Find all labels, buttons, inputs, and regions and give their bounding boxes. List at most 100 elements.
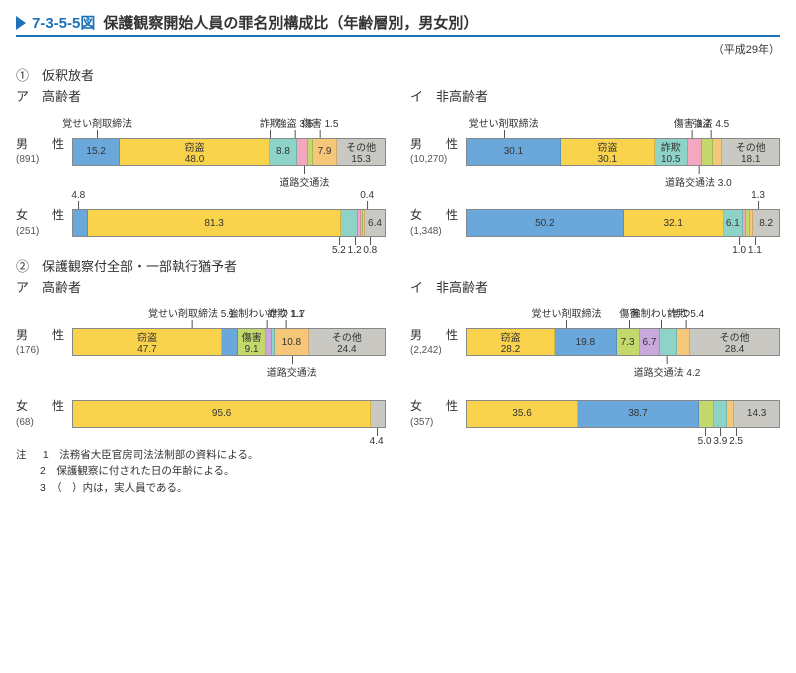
panel: イ 非高齢者男 性(2,242)覚せい剤取締法傷害強制わいせつ詐欺 5.4窃盗2… xyxy=(410,277,780,429)
stacked-bar: 窃盗47.7傷害9.110.8その他24.4 xyxy=(72,328,386,356)
stacked-bar: 15.2 窃盗48.0 8.8 7.9 その他15.3 xyxy=(72,138,386,166)
stacked-bar: 窃盗28.219.87.36.7その他28.4 xyxy=(466,328,780,356)
segment-label: 30.1 xyxy=(503,146,524,157)
bar-row: 男 性(891)覚せい剤取締法詐欺強盗 3.5傷害 1.515.2窃盗48.08… xyxy=(16,137,386,166)
segment-label: 窃盗48.0 xyxy=(184,139,206,165)
segment-other: 14.3 xyxy=(734,401,779,427)
bar-row: 男 性(10,270)覚せい剤取締法傷害 3.7強盗 4.530.1窃盗30.1… xyxy=(410,137,780,166)
bar-row: 女 性(357)35.638.714.35.03.92.5 xyxy=(410,399,780,428)
segment-label: 50.2 xyxy=(534,218,555,229)
chart-sections: ① 仮釈放者ア 高齢者男 性(891)覚せい剤取締法詐欺強盗 3.5傷害 1.5… xyxy=(16,65,780,429)
segment-label: 38.7 xyxy=(627,408,648,419)
bar-wrap: 覚せい剤取締法傷害 3.7強盗 4.530.1窃盗30.1詐欺10.5その他18… xyxy=(466,138,780,166)
row-label: 男 性(176) xyxy=(16,328,72,357)
segment-other: その他18.1 xyxy=(722,139,778,165)
segment-fraud: 8.8 xyxy=(270,139,297,165)
callouts-top: 覚せい剤取締法詐欺強盗 3.5傷害 1.5 xyxy=(72,110,386,138)
segment-other: 8.2 xyxy=(753,210,779,236)
callout: 1.3 xyxy=(751,190,765,201)
segment-stimulants: 50.2 xyxy=(467,210,624,236)
section-head: ① 仮釈放者 xyxy=(16,65,780,84)
notes-head: 注 xyxy=(16,447,40,464)
segment-other: その他28.4 xyxy=(690,329,779,355)
callout: 強盗 3.5 xyxy=(277,115,314,130)
segment-traffic: 7.9 xyxy=(313,139,338,165)
segment-theft: 95.6 xyxy=(73,401,371,427)
callout: 傷害 xyxy=(619,305,639,320)
callout: 覚せい剤取締法 xyxy=(531,305,601,320)
callout: 強盗 4.5 xyxy=(693,115,730,130)
callouts-top: 覚せい剤取締法傷害 3.7強盗 4.5 xyxy=(466,110,780,138)
bar-row: 男 性(2,242)覚せい剤取締法傷害強制わいせつ詐欺 5.4窃盗28.219.… xyxy=(410,328,780,357)
bar-row: 男 性(176)覚せい剤取締法 5.1強制わいせつ 1.7詐欺 1.1窃盗47.… xyxy=(16,328,386,357)
segment-theft: 窃盗47.7 xyxy=(73,329,222,355)
segment-label: 6.4 xyxy=(367,218,383,229)
segment-stimulants: 19.8 xyxy=(555,329,617,355)
callouts-top: 覚せい剤取締法 傷害強制わいせつ詐欺 5.4 xyxy=(466,300,780,328)
section: ① 仮釈放者ア 高齢者男 性(891)覚せい剤取締法詐欺強盗 3.5傷害 1.5… xyxy=(16,65,780,238)
callout: 道路交通法 3.0 xyxy=(665,174,732,189)
row-label: 女 性(1,348) xyxy=(410,208,466,237)
segment-label: 窃盗47.7 xyxy=(136,329,158,355)
segment-traffic xyxy=(677,329,690,355)
callouts-top: 4.80.4 xyxy=(72,181,386,209)
bar-wrap: 1.350.232.16.18.21.01.1 xyxy=(466,209,780,237)
stacked-bar: 81.3 6.4 xyxy=(72,209,386,237)
callout: 詐欺 5.4 xyxy=(667,305,704,320)
callouts-top: 覚せい剤取締法 5.1強制わいせつ 1.7詐欺 1.1 xyxy=(72,300,386,328)
segment-other xyxy=(371,401,385,427)
callout: 傷害 1.5 xyxy=(302,115,339,130)
bar-wrap: 4.80.481.36.45.21.20.8 xyxy=(72,209,386,237)
row-label: 男 性(2,242) xyxy=(410,328,466,357)
callout: 3.9 xyxy=(713,436,727,447)
panel-title: イ 非高齢者 xyxy=(410,86,780,105)
segment-fraud xyxy=(341,210,357,236)
bar-wrap: 覚せい剤取締法 5.1強制わいせつ 1.7詐欺 1.1窃盗47.7傷害9.110… xyxy=(72,328,386,356)
callout: 5.0 xyxy=(698,436,712,447)
stacked-bar: 30.1窃盗30.1詐欺10.5その他18.1 xyxy=(466,138,780,166)
callouts-bottom: 道路交通法 3.0 xyxy=(466,166,780,194)
bar-row: 女 性(1,348)1.350.232.16.18.21.01.1 xyxy=(410,208,780,237)
callouts-bottom: 道路交通法 xyxy=(72,356,386,384)
panel: ア 高齢者男 性(891)覚せい剤取締法詐欺強盗 3.5傷害 1.515.2 窃盗… xyxy=(16,86,386,238)
stacked-bar: 50.232.16.18.2 xyxy=(466,209,780,237)
callouts-bottom: 道路交通法 4.2 xyxy=(466,356,780,384)
bar-wrap: 覚せい剤取締法傷害強制わいせつ詐欺 5.4窃盗28.219.87.36.7その他… xyxy=(466,328,780,356)
panel-title: ア 高齢者 xyxy=(16,277,386,296)
segment-traffic xyxy=(713,139,722,165)
callout: 2.5 xyxy=(729,436,743,447)
callout: 詐欺 xyxy=(260,115,280,130)
segment-fraud xyxy=(714,401,726,427)
footnote-line: 3 （ ）内は，実人員である。 xyxy=(40,482,187,494)
segment-label: 8.2 xyxy=(758,218,774,229)
chart-area: 男 性(10,270)覚せい剤取締法傷害 3.7強盗 4.530.1窃盗30.1… xyxy=(410,137,780,238)
figure-title: 保護観察開始人員の罪名別構成比（年齢層別，男女別） xyxy=(103,12,478,33)
panels: ア 高齢者男 性(891)覚せい剤取締法詐欺強盗 3.5傷害 1.515.2 窃盗… xyxy=(16,86,780,238)
segment-label: 35.6 xyxy=(511,408,532,419)
segment-label: 81.3 xyxy=(203,218,224,229)
segment-label: その他15.3 xyxy=(345,139,377,165)
callout: 強制わいせつ xyxy=(631,305,691,320)
callouts-top xyxy=(466,372,780,400)
callout: 道路交通法 xyxy=(267,364,317,379)
callout: 道路交通法 xyxy=(279,174,329,189)
segment-injury: 傷害9.1 xyxy=(238,329,266,355)
callouts-top: 1.3 xyxy=(466,181,780,209)
segment-label: 10.8 xyxy=(281,337,302,348)
panels: ア 高齢者男 性(176)覚せい剤取締法 5.1強制わいせつ 1.7詐欺 1.1… xyxy=(16,277,780,429)
segment-theft: 窃盗30.1 xyxy=(561,139,655,165)
callout: 4.4 xyxy=(370,436,384,447)
callout: 傷害 3.7 xyxy=(674,115,711,130)
panel-title: ア 高齢者 xyxy=(16,86,386,105)
callout: 4.8 xyxy=(71,190,85,201)
row-label: 男 性(891) xyxy=(16,137,72,166)
figure-title-row: 7-3-5-5図 保護観察開始人員の罪名別構成比（年齢層別，男女別） xyxy=(16,12,780,37)
segment-robbery xyxy=(688,139,702,165)
segment-stimulants: 15.2 xyxy=(73,139,120,165)
callout: 道路交通法 4.2 xyxy=(634,364,701,379)
segment-theft: 窃盗28.2 xyxy=(467,329,555,355)
segment-theft: 81.3 xyxy=(88,210,341,236)
segment-label: 傷害9.1 xyxy=(241,329,263,355)
bar-wrap: 95.64.4 xyxy=(72,400,386,428)
segment-label: 95.6 xyxy=(211,408,232,419)
